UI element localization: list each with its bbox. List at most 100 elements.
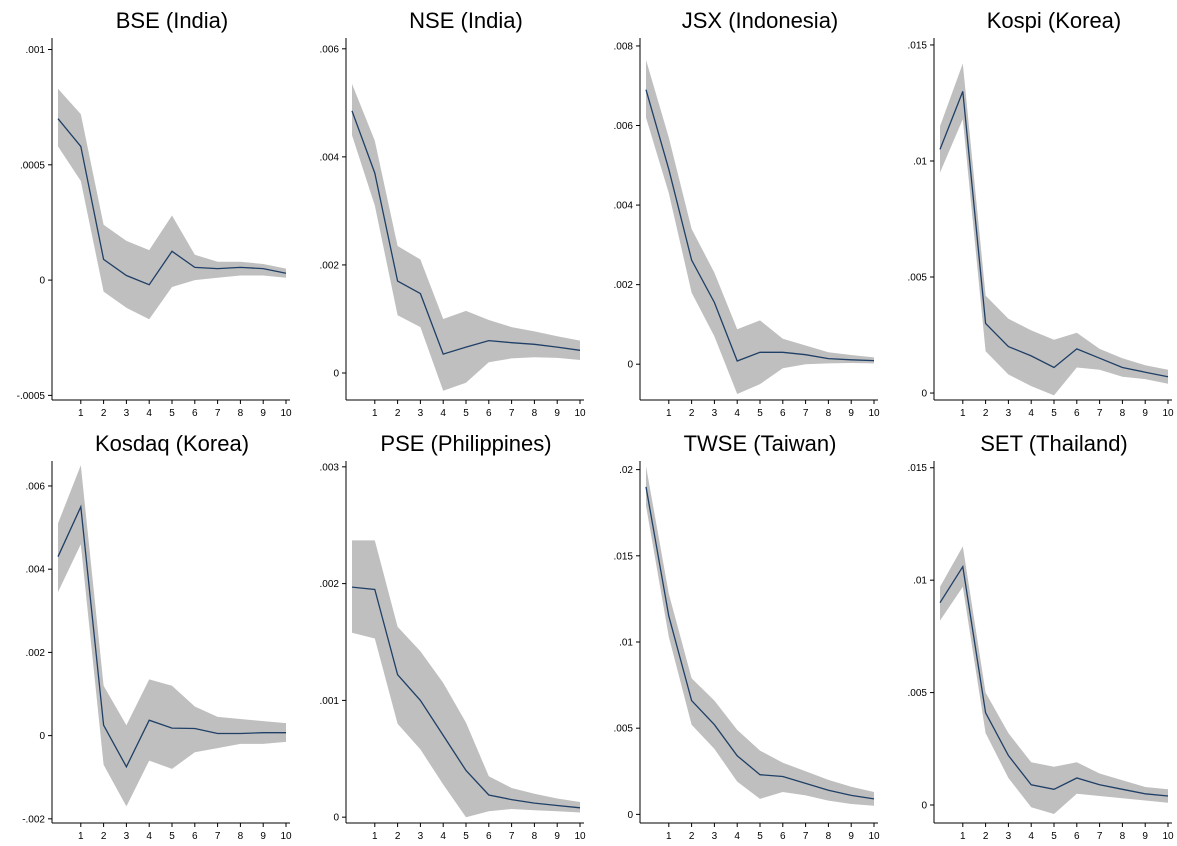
estimate-line: [351, 586, 581, 809]
x-tick-label: 3: [1006, 408, 1012, 419]
x-tick-label: 5: [757, 831, 763, 842]
confidence-band: [646, 59, 874, 395]
x-tick-label: 9: [554, 831, 560, 842]
y-tick-label: .002: [320, 579, 340, 590]
x-tick-label: 5: [169, 831, 175, 842]
x-tick-label: 2: [101, 408, 107, 419]
y-tick-label: .004: [614, 201, 634, 212]
confidence-band: [352, 83, 580, 391]
x-tick-label: 7: [1097, 408, 1103, 419]
x-tick-label: 2: [395, 408, 401, 419]
chart-svg: .006 .004 .002 0 -.002 1 2 3 4 5 6 7 8 9 10 Kosdaq (Kor…: [22, 431, 292, 842]
x-tick-label: 2: [395, 831, 401, 842]
x-tick-label: 9: [848, 408, 854, 419]
y-tick-label: .005: [614, 724, 634, 735]
chart-svg: .001 .0005 0 -.0005 1 2 3 4 5 6 7 8 9 10 BSE (India): [17, 8, 292, 419]
y-tick-label: .008: [614, 41, 634, 52]
x-tick-label: 6: [1074, 408, 1080, 419]
x-tick-label: 4: [146, 831, 152, 842]
chart-svg: .006 .004 .002 0 1 2 3 4 5 6 7 8 9 10 NSE (India): [320, 8, 586, 419]
panel-twse-taiwan: .02 .015 .01 .005 0 1 2 3 4 5 6 7 8 9 10 TWSE (Taiwan): [588, 423, 882, 846]
x-tick-label: 1: [372, 831, 378, 842]
chart-title: SET (Thailand): [980, 431, 1128, 456]
x-tick-label: 4: [440, 408, 446, 419]
chart-svg: .003 .002 .001 0 1 2 3 4 5 6 7 8 9 10 PSE (Philippines…: [320, 431, 586, 842]
confidence-band: [58, 465, 286, 807]
x-tick-label: 7: [215, 408, 221, 419]
chart-title: NSE (India): [409, 8, 523, 33]
x-tick-label: 7: [803, 408, 809, 419]
y-tick-label: .004: [26, 565, 46, 576]
panel-jsx-indonesia: .008 .006 .004 .002 0 1 2 3 4 5 6 7 8 9 10 JSX (Indones…: [588, 0, 882, 423]
x-tick-label: 7: [1097, 831, 1103, 842]
x-tick-label: 8: [532, 831, 538, 842]
x-tick-label: 5: [463, 408, 469, 419]
y-tick-label: .002: [614, 280, 634, 291]
y-tick-label: .002: [26, 648, 46, 659]
y-tick-label: .006: [614, 121, 634, 132]
x-tick-label: 8: [238, 408, 244, 419]
chart-title: JSX (Indonesia): [682, 8, 839, 33]
y-tick-label: .004: [320, 152, 340, 163]
chart-title: TWSE (Taiwan): [684, 431, 837, 456]
x-tick-label: 9: [848, 831, 854, 842]
y-tick-label: 0: [333, 813, 339, 824]
x-tick-label: 10: [574, 408, 586, 419]
chart-title: Kospi (Korea): [987, 8, 1122, 33]
x-tick-label: 3: [712, 408, 718, 419]
x-tick-label: 4: [146, 408, 152, 419]
x-tick-label: 4: [1028, 831, 1034, 842]
estimate-line: [939, 564, 1169, 797]
y-tick-label: .006: [26, 481, 46, 492]
x-tick-label: 1: [78, 831, 84, 842]
x-tick-label: 7: [803, 831, 809, 842]
x-tick-label: 10: [574, 831, 586, 842]
x-tick-label: 2: [101, 831, 107, 842]
panel-bse-india: .001 .0005 0 -.0005 1 2 3 4 5 6 7 8 9 10 BSE (India): [0, 0, 294, 423]
estimate-line: [645, 486, 875, 800]
x-tick-label: 3: [124, 831, 130, 842]
x-tick-label: 1: [78, 408, 84, 419]
x-tick-label: 10: [868, 408, 880, 419]
x-tick-label: 3: [418, 408, 424, 419]
y-tick-label: .002: [320, 260, 340, 271]
y-tick-label: .001: [26, 45, 46, 56]
panel-pse-philippines: .003 .002 .001 0 1 2 3 4 5 6 7 8 9 10 PSE (Philippines…: [294, 423, 588, 846]
x-tick-label: 7: [509, 831, 515, 842]
panel-kosdaq-korea: .006 .004 .002 0 -.002 1 2 3 4 5 6 7 8 9 10 Kosdaq (Kor…: [0, 423, 294, 846]
chart-svg: .015 .01 .005 0 1 2 3 4 5 6 7 8 9 10 SET (Thailand): [908, 431, 1174, 842]
chart-title: Kosdaq (Korea): [95, 431, 249, 456]
x-tick-label: 8: [532, 408, 538, 419]
x-tick-label: 7: [215, 831, 221, 842]
x-tick-label: 1: [666, 831, 672, 842]
x-tick-label: 2: [983, 831, 989, 842]
panel-nse-india: .006 .004 .002 0 1 2 3 4 5 6 7 8 9 10 NSE (India): [294, 0, 588, 423]
x-tick-label: 4: [1028, 408, 1034, 419]
y-tick-label: .006: [320, 44, 340, 55]
x-tick-label: 8: [1120, 408, 1126, 419]
x-tick-label: 1: [666, 408, 672, 419]
x-tick-label: 5: [169, 408, 175, 419]
x-tick-label: 6: [486, 408, 492, 419]
x-tick-label: 9: [260, 408, 266, 419]
y-tick-label: .005: [908, 273, 928, 284]
y-tick-label: 0: [39, 276, 45, 287]
x-tick-label: 9: [1142, 408, 1148, 419]
y-tick-label: .001: [320, 696, 340, 707]
x-tick-label: 9: [554, 408, 560, 419]
confidence-band: [940, 546, 1168, 814]
x-tick-label: 9: [260, 831, 266, 842]
confidence-band: [352, 540, 580, 818]
y-tick-label: .02: [619, 465, 633, 476]
y-tick-label: -.0005: [17, 391, 46, 402]
x-tick-label: 10: [868, 831, 880, 842]
x-tick-label: 4: [734, 408, 740, 419]
y-tick-label: .003: [320, 462, 340, 473]
x-tick-label: 5: [757, 408, 763, 419]
x-tick-label: 8: [826, 831, 832, 842]
x-tick-label: 4: [440, 831, 446, 842]
x-tick-label: 5: [463, 831, 469, 842]
chart-title: BSE (India): [116, 8, 229, 33]
panel-set-thailand: .015 .01 .005 0 1 2 3 4 5 6 7 8 9 10 SET (Thailand): [882, 423, 1176, 846]
chart-svg: .02 .015 .01 .005 0 1 2 3 4 5 6 7 8 9 10 TWSE (Taiwan): [614, 431, 880, 842]
